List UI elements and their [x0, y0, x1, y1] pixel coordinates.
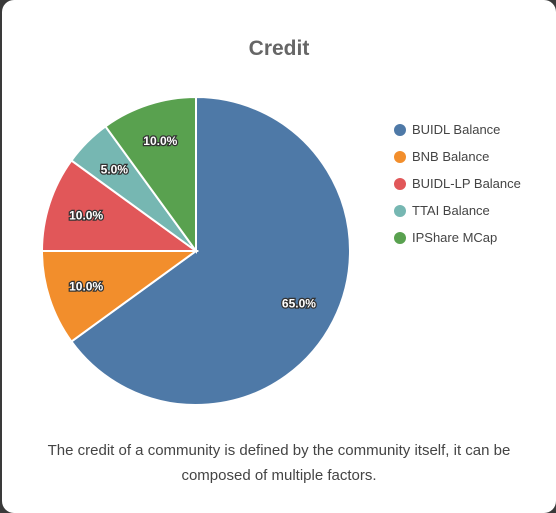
legend-swatch [394, 123, 406, 136]
legend-label: IPShare MCap [412, 230, 498, 245]
pie-chart: 65.0% 10.0% 10.0% 5.0% 10.0% [40, 95, 351, 406]
pie-slice-ipshare-mcap[interactable] [104, 95, 197, 255]
chart-caption: The credit of a community is defined by … [47, 442, 511, 484]
pie-data-label: 10.0% [143, 134, 177, 148]
pie-data-label: 10.0% [69, 280, 103, 294]
legend-item[interactable]: BNB Balance [394, 143, 521, 170]
legend-label: BUIDL Balance [412, 122, 501, 137]
pie-slice-buidl-balance[interactable] [70, 95, 351, 406]
legend-swatch [394, 231, 406, 244]
pie-data-label: 10.0% [69, 208, 103, 222]
legend-label: BUIDL-LP Balance [412, 176, 521, 191]
pie-slices [40, 95, 351, 406]
pie-slice-buidl-lp-balance[interactable] [40, 159, 200, 252]
legend-item[interactable]: TTAI Balance [394, 197, 521, 224]
legend-label: BNB Balance [412, 149, 490, 164]
legend-item[interactable]: BUIDL-LP Balance [394, 170, 521, 197]
pie-data-label: 5.0% [101, 162, 129, 176]
legend-swatch [394, 177, 406, 190]
pie-data-label: 65.0% [282, 296, 316, 310]
legend-item[interactable]: BUIDL Balance [394, 116, 521, 143]
legend-swatch [394, 204, 406, 217]
pie-data-labels: 65.0% 10.0% 10.0% 5.0% 10.0% [68, 133, 318, 312]
legend-swatch [394, 150, 406, 163]
pie-slice-bnb-balance[interactable] [40, 250, 200, 343]
chart-title: Credit [248, 37, 310, 60]
legend-item[interactable]: IPShare MCap [394, 224, 521, 251]
chart-legend: BUIDL Balance BNB Balance BUIDL-LP Balance… [394, 116, 521, 251]
legend-label: TTAI Balance [412, 203, 490, 218]
